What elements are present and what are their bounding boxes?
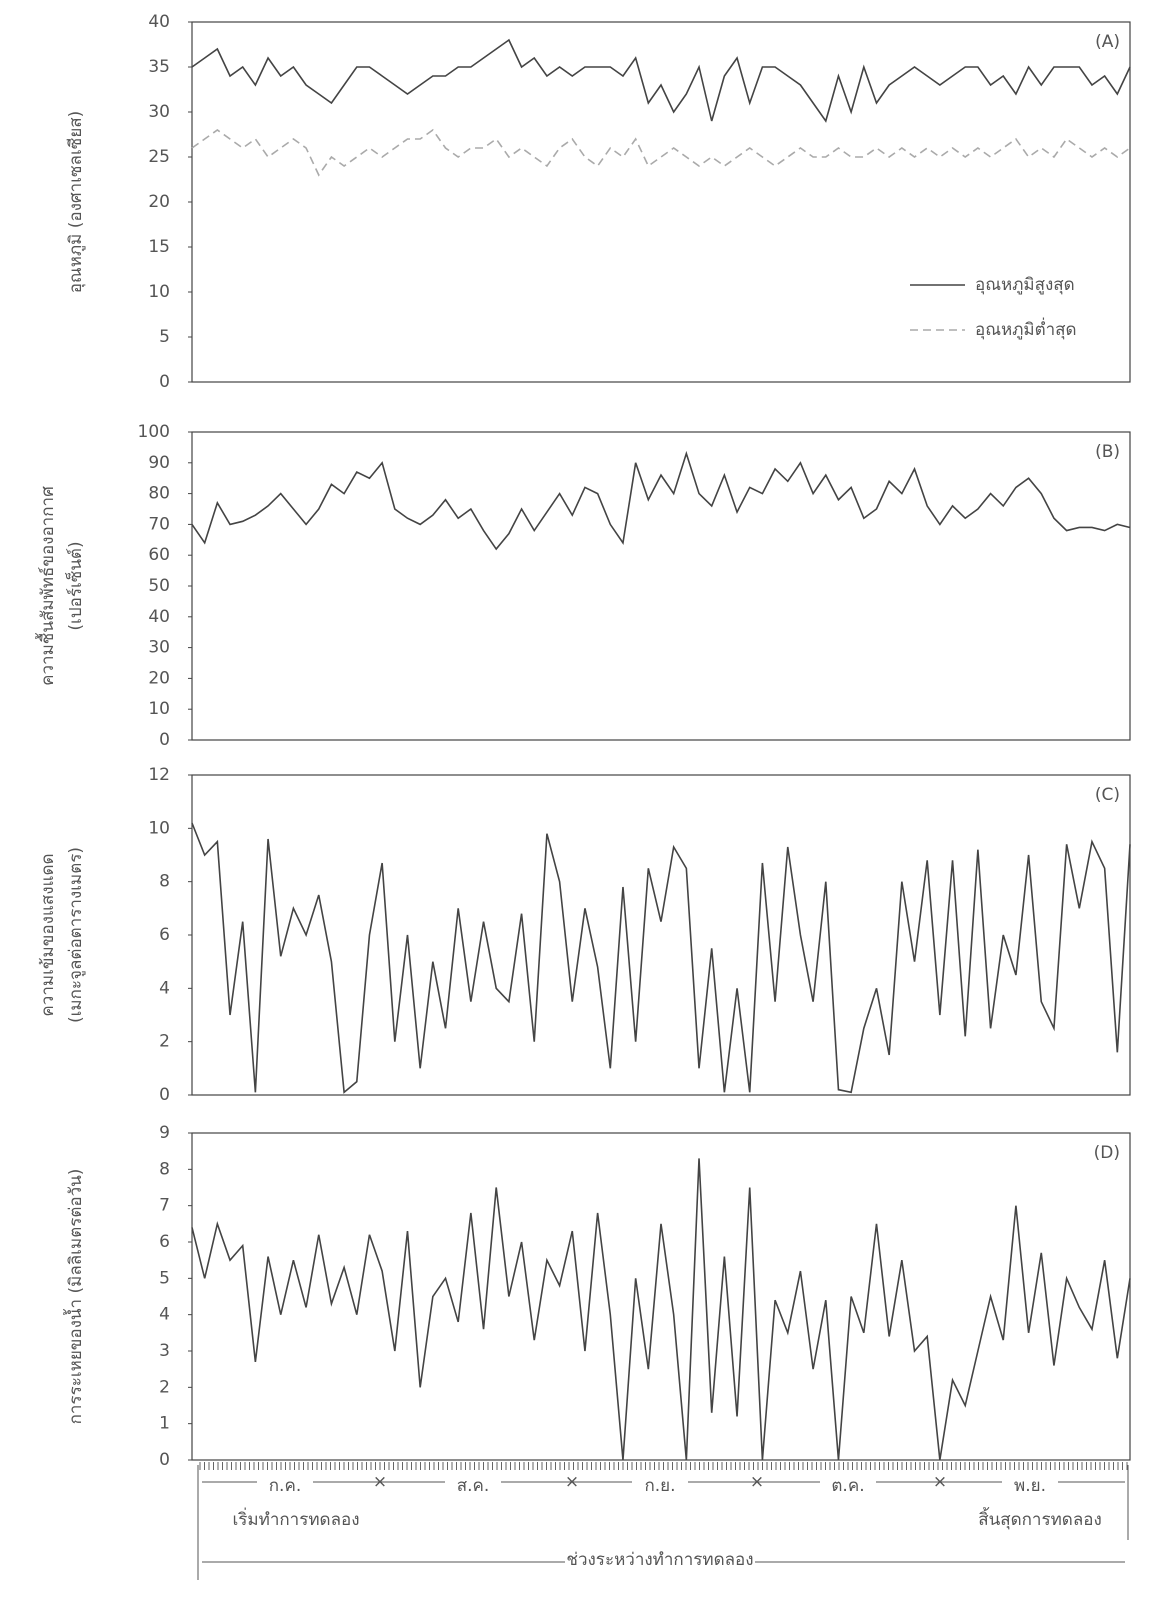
start-label: เริ่มทำการทดลอง bbox=[232, 1507, 359, 1530]
panel-label: (C) bbox=[1095, 785, 1120, 805]
month-label: ต.ค. bbox=[831, 1476, 864, 1496]
month-label: ก.ย. bbox=[644, 1476, 675, 1496]
y-tick-label: 0 bbox=[159, 1450, 170, 1470]
y-tick-label: 2 bbox=[159, 1032, 170, 1052]
y-tick-label: 4 bbox=[159, 978, 170, 998]
data-line bbox=[192, 130, 1130, 175]
y-tick-label: 6 bbox=[159, 1232, 170, 1252]
y-axis-label: ความชื้นสัมพัทธ์ของอากาศ bbox=[35, 486, 58, 686]
y-tick-label: 70 bbox=[148, 514, 170, 534]
month-label: ส.ค. bbox=[457, 1476, 490, 1496]
y-tick-label: 10 bbox=[148, 282, 170, 302]
y-axis-label: การระเหยของน้ำ (มิลลิเมตรต่อวัน) bbox=[63, 1169, 86, 1425]
y-tick-label: 25 bbox=[148, 147, 170, 167]
y-tick-label: 100 bbox=[138, 422, 170, 442]
y-tick-label: 50 bbox=[148, 576, 170, 596]
plot-frame bbox=[192, 432, 1130, 740]
end-label: สิ้นสุดการทดลอง bbox=[978, 1507, 1102, 1530]
y-tick-label: 1 bbox=[159, 1414, 170, 1434]
y-tick-label: 5 bbox=[159, 1268, 170, 1288]
y-tick-label: 20 bbox=[148, 668, 170, 688]
y-tick-label: 80 bbox=[148, 484, 170, 504]
legend-label: อุณหภูมิสูงสุด bbox=[975, 275, 1075, 295]
month-boundary: × bbox=[750, 1472, 764, 1492]
data-line bbox=[192, 1158, 1130, 1460]
y-tick-label: 0 bbox=[159, 730, 170, 750]
y-axis-label: (เปอร์เซ็นต์) bbox=[64, 541, 86, 630]
month-label: ก.ค. bbox=[269, 1476, 301, 1496]
data-line bbox=[192, 823, 1130, 1092]
month-boundary: × bbox=[933, 1472, 947, 1492]
y-tick-label: 20 bbox=[148, 192, 170, 212]
chart: สิ้นสุดการทดลอง เริ่มทำการทดลอง 05101520… bbox=[0, 0, 1150, 1597]
y-tick-label: 40 bbox=[148, 607, 170, 627]
y-tick-label: 90 bbox=[148, 453, 170, 473]
y-tick-label: 12 bbox=[148, 765, 170, 785]
y-tick-label: 9 bbox=[159, 1123, 170, 1143]
y-tick-label: 8 bbox=[159, 1159, 170, 1179]
y-tick-label: 40 bbox=[148, 12, 170, 32]
plot-frame bbox=[192, 775, 1130, 1095]
y-tick-label: 3 bbox=[159, 1341, 170, 1361]
panel-label: (B) bbox=[1095, 442, 1120, 462]
y-tick-label: 30 bbox=[148, 102, 170, 122]
plot-frame bbox=[192, 1133, 1130, 1460]
panel-label: (D) bbox=[1094, 1143, 1120, 1163]
data-line bbox=[192, 454, 1130, 549]
y-tick-label: 6 bbox=[159, 925, 170, 945]
y-axis-label: ความเข้มของแสงแดด bbox=[38, 853, 58, 1016]
month-label: พ.ย. bbox=[1014, 1476, 1046, 1496]
y-tick-label: 30 bbox=[148, 638, 170, 658]
panel-label: (A) bbox=[1095, 32, 1120, 52]
y-tick-label: 15 bbox=[148, 237, 170, 257]
y-tick-label: 10 bbox=[148, 699, 170, 719]
y-tick-label: 7 bbox=[159, 1196, 170, 1216]
month-boundary: × bbox=[373, 1472, 387, 1492]
y-tick-label: 2 bbox=[159, 1377, 170, 1397]
y-axis-label: อุณหภูมิ (องศาเซลเซียส) bbox=[66, 111, 86, 294]
period-label: ช่วงระหว่างทำการทดลอง bbox=[566, 1550, 753, 1570]
y-axis-label: (เมกะจูลต่อตารางเมตร) bbox=[66, 847, 86, 1023]
y-tick-label: 0 bbox=[159, 372, 170, 392]
y-tick-label: 10 bbox=[148, 818, 170, 838]
data-line bbox=[192, 40, 1130, 121]
y-tick-label: 0 bbox=[159, 1085, 170, 1105]
month-boundary: × bbox=[565, 1472, 579, 1492]
y-tick-label: 8 bbox=[159, 872, 170, 892]
legend-label: อุณหภูมิต่ำสุด bbox=[975, 317, 1077, 340]
y-tick-label: 35 bbox=[148, 57, 170, 77]
y-tick-label: 4 bbox=[159, 1305, 170, 1325]
y-tick-label: 5 bbox=[159, 327, 170, 347]
y-tick-label: 60 bbox=[148, 545, 170, 565]
